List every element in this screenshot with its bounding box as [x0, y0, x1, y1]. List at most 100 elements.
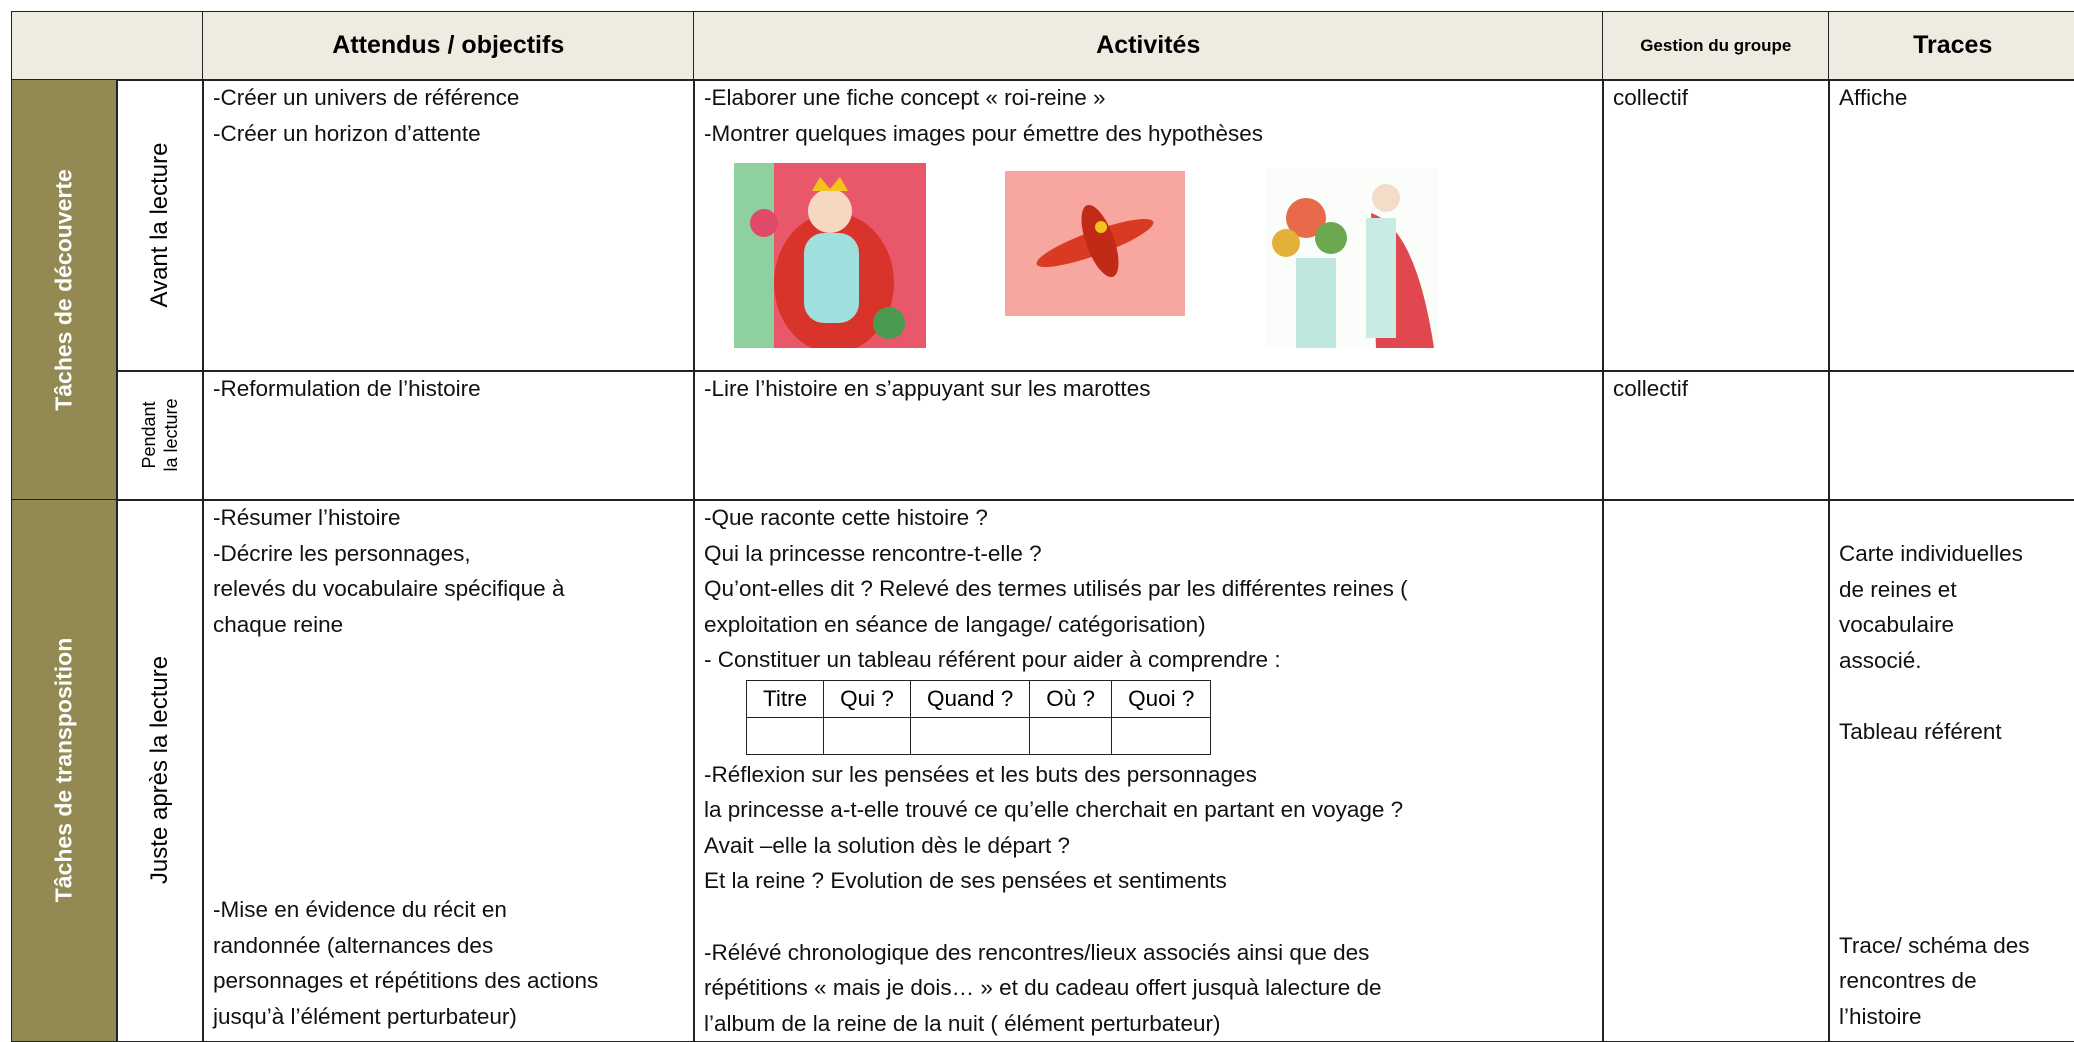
- illustration: [734, 163, 926, 353]
- phase-label: Juste après la lecture: [145, 656, 175, 884]
- text-line: répétitions « mais je dois… » et du cade…: [704, 975, 1382, 1000]
- text-line: rencontres de: [1839, 968, 1977, 993]
- traces-cell: [1828, 370, 2074, 501]
- text-line: la princesse a-t-elle trouvé ce qu’elle …: [704, 797, 1404, 822]
- text-line: -Que raconte cette histoire ?: [704, 505, 988, 530]
- paragraph: -Elaborer une fiche concept « roi-reine …: [694, 80, 1603, 151]
- group-mgmt-cell: collectif: [1602, 370, 1830, 501]
- table-header: Titre: [745, 679, 825, 718]
- paragraph: -Rélévé chronologique des rencontres/lie…: [694, 935, 1603, 1041]
- table-cell: [909, 716, 1031, 755]
- illustration-queen-throne: [734, 163, 926, 353]
- text-line: randonnée (alternances des: [213, 932, 494, 958]
- paragraph: Carte individuelles de reines et vocabulai…: [1829, 536, 2074, 678]
- illustration: [1266, 168, 1438, 348]
- text-line: l’histoire: [1839, 1003, 1922, 1029]
- phase-cell: Pendant la lecture: [116, 370, 204, 501]
- paragraph: Tableau référent: [1829, 714, 2074, 750]
- phase-line: Juste après la lecture: [145, 656, 173, 885]
- table-header: Qui ?: [823, 679, 911, 718]
- text-line: Et la reine ? Evolution de ses pensées e…: [704, 868, 1227, 893]
- text-line: -Décrire les personnages,: [213, 540, 471, 566]
- group-mgmt-text: collectif: [1613, 85, 1689, 110]
- text-line: Carte individuelles: [1839, 541, 2023, 566]
- text-line: -Résumer l’histoire: [213, 505, 401, 530]
- text-line: -Rélévé chronologique des rencontres/lie…: [704, 939, 1370, 965]
- traces-cell: Affiche: [1828, 79, 2074, 372]
- text-line: -Créer un univers de référence: [213, 85, 520, 110]
- illustration-queen-flowers: [1266, 168, 1438, 348]
- header-text: Traces: [1913, 31, 1993, 60]
- paragraph: -Reformulation de l’histoire: [203, 371, 694, 407]
- text-line: personnages et répétitions des actions: [213, 968, 599, 993]
- text-line: -Reformulation de l’histoire: [213, 376, 481, 401]
- table-header: Quoi ?: [1111, 679, 1212, 718]
- phase-line: Pendant: [138, 401, 159, 469]
- text-line: -Elaborer une fiche concept « roi-reine …: [704, 85, 1106, 110]
- text-line: Tableau référent: [1839, 719, 2002, 744]
- group-label: Tâches de transposition: [50, 637, 77, 903]
- text-line: Trace/ schéma des: [1839, 932, 2030, 958]
- paragraph: Trace/ schéma des rencontres de l’histoire: [1829, 928, 2074, 1035]
- table-cell: [1111, 716, 1212, 755]
- text-line: jusqu’à l’élément perturbateur): [213, 1003, 517, 1029]
- header-cell: Traces: [1828, 11, 2074, 81]
- text-line: Avait –elle la solution dès le départ ?: [704, 832, 1071, 858]
- group-mgmt-cell: collectif: [1602, 79, 1830, 372]
- text-line: de reines et: [1839, 576, 1957, 602]
- header-cell: Activités: [693, 11, 1604, 81]
- paragraph: -Que raconte cette histoire ? Qui la prin…: [694, 500, 1603, 678]
- text-line: -Réflexion sur les pensées et les buts d…: [704, 761, 1257, 787]
- text-line: chaque reine: [213, 611, 344, 637]
- table-row: [745, 716, 1212, 755]
- reference-table: Titre Qui ? Quand ? Où ? Quoi ?: [745, 679, 1212, 755]
- table-row: Titre Qui ? Quand ? Où ? Quoi ?: [745, 679, 1212, 718]
- paragraph: -Lire l’histoire en s’appuyant sur les m…: [694, 371, 1603, 407]
- group-label: Tâches de découverte: [50, 168, 77, 411]
- text-line: vocabulaire: [1839, 612, 1955, 637]
- table-header: Quand ?: [909, 679, 1031, 718]
- phase-line: la lecture: [160, 398, 181, 472]
- header-text: Gestion du groupe: [1640, 35, 1792, 55]
- objectives-cell: -Créer un univers de référence -Créer un …: [202, 79, 695, 372]
- objectives-cell: -Résumer l’histoire -Décrire les personna…: [202, 499, 695, 1042]
- text-line: Qu’ont-elles dit ? Relevé des termes uti…: [704, 576, 1408, 601]
- table-cell: [1029, 716, 1113, 755]
- objectives-cell: -Reformulation de l’histoire: [202, 370, 695, 501]
- table-cell: [823, 716, 911, 755]
- header-text: Attendus / objectifs: [332, 31, 565, 60]
- group-mgmt-text: collectif: [1613, 376, 1689, 401]
- activities-cell: -Lire l’histoire en s’appuyant sur les m…: [693, 370, 1604, 501]
- paragraph: -Réflexion sur les pensées et les buts d…: [694, 757, 1603, 899]
- phase-cell: Juste après la lecture: [116, 499, 204, 1042]
- text-line: associé.: [1839, 647, 1922, 673]
- group-cell: Tâches de découverte: [11, 79, 118, 501]
- header-cell: Gestion du groupe: [1602, 11, 1830, 81]
- illustration: [1005, 171, 1185, 316]
- header-cell: Attendus / objectifs: [202, 11, 695, 81]
- text-line: - Constituer un tableau référent pour ai…: [704, 647, 1281, 672]
- phase-label: Pendant la lecture: [138, 399, 182, 472]
- traces-cell: Carte individuelles de reines et vocabulai…: [1828, 499, 2074, 1042]
- table-header: Où ?: [1029, 679, 1113, 718]
- text-line: exploitation en séance de langage/ catég…: [704, 611, 1206, 637]
- text-line: -Montrer quelques images pour émettre de…: [704, 120, 1264, 146]
- paragraph: Affiche: [1829, 80, 2074, 116]
- group-mgmt-cell: [1602, 499, 1830, 1042]
- phase-label: Avant la lecture: [145, 143, 175, 308]
- header-text: Activités: [1096, 31, 1201, 60]
- activities-cell: -Que raconte cette histoire ? Qui la prin…: [693, 499, 1604, 1042]
- activities-cell: -Elaborer une fiche concept « roi-reine …: [693, 79, 1604, 372]
- paragraph: -Créer un univers de référence -Créer un …: [203, 80, 694, 151]
- phase-cell: Avant la lecture: [116, 79, 204, 372]
- text-line: Qui la princesse rencontre-t-elle ?: [704, 540, 1042, 566]
- text-line: -Lire l’histoire en s’appuyant sur les m…: [704, 376, 1151, 401]
- paragraph: -Résumer l’histoire -Décrire les personna…: [203, 500, 694, 642]
- text-line: l’album de la reine de la nuit ( élément…: [704, 1010, 1221, 1036]
- group-cell: Tâches de transposition: [11, 499, 118, 1042]
- table-cell: [745, 716, 825, 755]
- text-line: relevés du vocabulaire spécifique à: [213, 576, 565, 601]
- paragraph: -Mise en évidence du récit en randonnée (…: [203, 892, 694, 1034]
- illustration-plane: [1005, 171, 1185, 316]
